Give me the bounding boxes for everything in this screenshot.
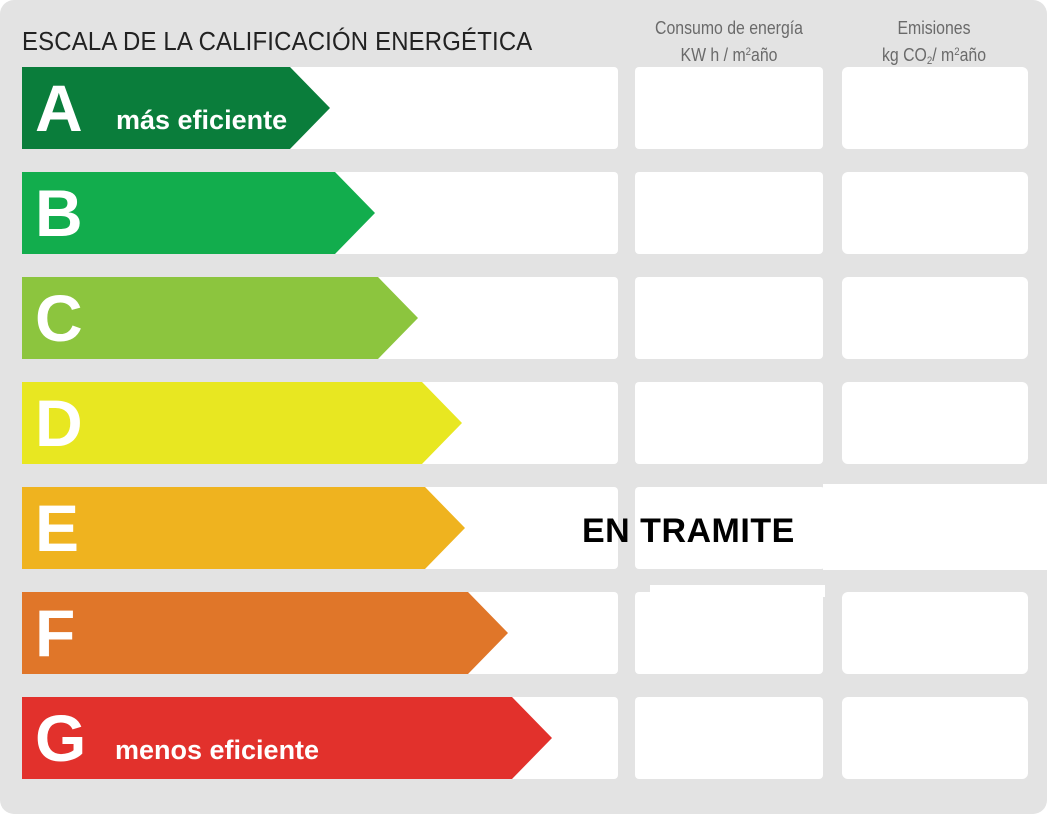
energy-cell-f: [635, 592, 823, 674]
energy-cell-a: [635, 67, 823, 149]
emissions-cell-f: [842, 592, 1028, 674]
energy-cell-e: [635, 487, 825, 569]
rating-arrow-d: [22, 382, 462, 464]
energy-header-line1: Consumo de energía: [655, 18, 803, 38]
energy-consumption-header: Consumo de energía KW h / m2año: [645, 16, 812, 67]
rating-row-a: A más eficiente: [0, 67, 1047, 149]
arrow-shape: [22, 382, 462, 464]
rating-arrow-e: [22, 487, 465, 569]
rating-arrow-b: [22, 172, 375, 254]
emissions-cell-a: [842, 67, 1028, 149]
rating-row-d: D: [0, 382, 1047, 464]
energy-cell-c: [635, 277, 823, 359]
arrow-shape: [22, 277, 418, 359]
rating-letter: C: [35, 281, 83, 355]
energy-cell-d: [635, 382, 823, 464]
emissions-cell-g: [842, 697, 1028, 779]
rating-letter: A: [35, 71, 83, 145]
rating-letter: G: [35, 701, 87, 775]
arrow-shape: [22, 697, 552, 779]
scale-title: ESCALA DE LA CALIFICACIÓN ENERGÉTICA: [22, 26, 533, 56]
emissions-header-unit: kg CO2/ m2año: [881, 45, 987, 67]
rating-description: menos eficiente: [115, 735, 320, 765]
whiteout-patch: [823, 484, 1047, 570]
rating-arrow-f: [22, 592, 508, 674]
emissions-cell-d: [842, 382, 1028, 464]
rating-row-f: F: [0, 592, 1047, 674]
emissions-cell-b: [842, 172, 1028, 254]
rating-letter: D: [35, 386, 83, 460]
arrow-shape: [22, 592, 508, 674]
rating-letter: E: [35, 491, 80, 565]
whiteout-patch: [650, 585, 825, 597]
arrow-shape: [22, 172, 375, 254]
rating-row-c: C: [0, 277, 1047, 359]
rating-letter: B: [35, 176, 83, 250]
status-text: EN TRAMITE: [582, 512, 795, 550]
emissions-header: Emisiones kg CO2/ m2año: [850, 16, 1017, 73]
rating-description: más eficiente: [116, 105, 288, 135]
rating-arrow-a: [22, 67, 330, 149]
rating-row-b: B: [0, 172, 1047, 254]
emissions-cell-c: [842, 277, 1028, 359]
rating-arrow-g: [22, 697, 552, 779]
rating-letter: F: [35, 596, 76, 670]
emissions-header-line1: Emisiones: [897, 18, 971, 38]
energy-header-unit: KW h / m2año: [680, 45, 778, 65]
arrow-shape: [22, 67, 330, 149]
energy-cell-g: [635, 697, 823, 779]
rating-row-g: G menos eficiente: [0, 697, 1047, 779]
arrow-shape: [22, 487, 465, 569]
energy-cell-b: [635, 172, 823, 254]
rating-arrow-c: [22, 277, 418, 359]
